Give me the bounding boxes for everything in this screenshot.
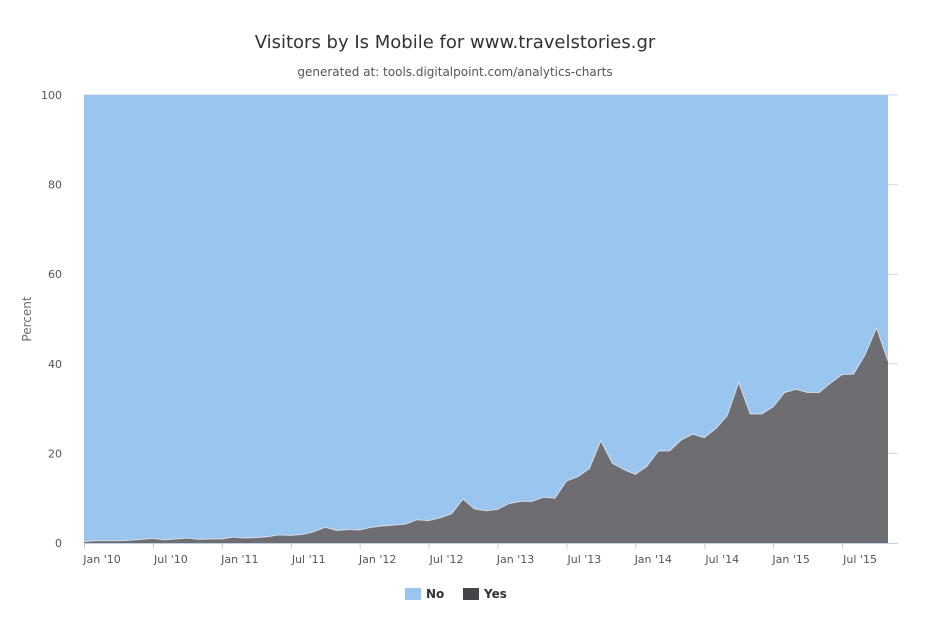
x-tick-label: Jan '14 xyxy=(634,553,672,566)
legend-item-no[interactable]: No xyxy=(405,587,444,601)
x-tick-label: Jul '14 xyxy=(704,553,739,566)
chart-subtitle: generated at: tools.digitalpoint.com/ana… xyxy=(297,65,612,79)
legend-swatch xyxy=(405,588,421,600)
legend-item-yes[interactable]: Yes xyxy=(463,587,507,601)
x-tick-label: Jul '15 xyxy=(842,553,877,566)
chart-title: Visitors by Is Mobile for www.travelstor… xyxy=(255,32,656,53)
y-tick-label: 20 xyxy=(48,447,62,460)
axes: 0 20 40 60 80 100 Jan '10 Jul '10 Jan '11 Jul '11… xyxy=(41,89,898,566)
x-tick-label: Jan '13 xyxy=(496,553,534,566)
legend-swatch xyxy=(463,588,479,600)
y-tick-label: 0 xyxy=(55,537,62,550)
y-tick-label: 100 xyxy=(41,89,62,102)
x-tick-label: Jul '10 xyxy=(153,553,188,566)
y-tick-label: 60 xyxy=(48,268,62,281)
legend-label: Yes xyxy=(483,587,507,601)
plot-areas xyxy=(83,95,889,543)
legend-label: No xyxy=(426,587,444,601)
x-tick-label: Jan '10 xyxy=(82,553,120,566)
series-no-area xyxy=(84,95,888,542)
x-tick-label: Jul '11 xyxy=(291,553,326,566)
x-tick-label: Jan '12 xyxy=(358,553,396,566)
legend: No Yes xyxy=(405,587,507,601)
series-yes-line xyxy=(83,326,889,543)
x-tick-label: Jan '11 xyxy=(220,553,258,566)
x-tick-label: Jan '15 xyxy=(771,553,809,566)
y-tick-label: 80 xyxy=(48,179,62,192)
y-axis-title: Percent xyxy=(20,296,34,341)
x-tick-label: Jul '12 xyxy=(429,553,464,566)
y-tick-label: 40 xyxy=(48,358,62,371)
series-yes-area xyxy=(84,327,888,543)
x-tick-label: Jul '13 xyxy=(567,553,602,566)
